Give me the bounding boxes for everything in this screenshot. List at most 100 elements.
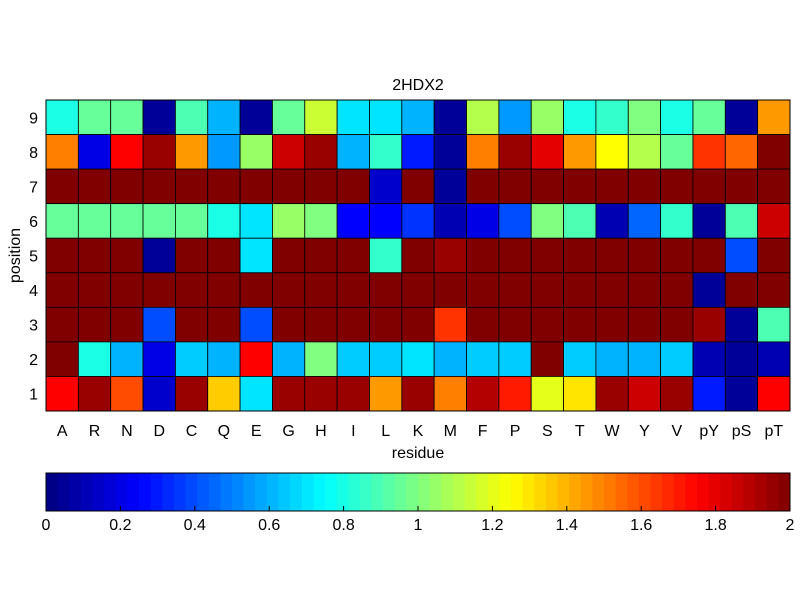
heatmap-cell-I-4 (336, 272, 370, 308)
heatmap-cell-N-5 (110, 237, 144, 274)
heatmap-cell-Q-3 (207, 306, 241, 343)
x-tick-label: H (315, 423, 327, 440)
heatmap-cell-pY-1 (692, 376, 726, 412)
heatmap-cell-D-3 (142, 306, 176, 343)
x-tick-label: D (153, 423, 165, 440)
heatmap-cell-V-5 (660, 237, 694, 274)
heatmap-cell-W-5 (595, 237, 629, 274)
heatmap-cell-H-6 (304, 203, 338, 239)
heatmap-cell-Y-9 (627, 99, 662, 135)
heatmap-cell-W-7 (595, 168, 629, 205)
heatmap-cell-K-5 (401, 237, 435, 274)
colorbar-tick-label: 0.6 (258, 517, 280, 534)
heatmap-cell-pT-9 (757, 99, 791, 135)
x-tick-label: P (510, 423, 521, 440)
heatmap-cell-Q-1 (207, 376, 241, 412)
colorbar-segment (243, 473, 256, 511)
heatmap-cell-pY-9 (692, 99, 726, 135)
x-tick-label: Y (639, 423, 650, 440)
heatmap-cell-K-6 (401, 203, 435, 239)
heatmap-cell-Y-2 (627, 341, 662, 377)
heatmap-cell-R-9 (77, 99, 112, 135)
heatmap-cell-D-4 (142, 272, 176, 308)
heatmap-cell-L-2 (369, 341, 403, 377)
heatmap-cell-E-6 (239, 203, 273, 239)
colorbar-segment (731, 473, 744, 511)
heatmap-cell-E-9 (239, 99, 273, 135)
colorbar-segment (499, 473, 512, 511)
heatmap-cell-C-8 (174, 134, 209, 170)
colorbar-segment (383, 473, 396, 511)
colorbar-segment (778, 473, 791, 511)
heatmap-cell-pT-1 (757, 376, 791, 412)
heatmap-cell-pS-8 (724, 134, 759, 170)
heatmap-cell-Q-2 (207, 341, 241, 377)
heatmap-cell-P-5 (498, 237, 532, 274)
heatmap-cell-C-9 (174, 99, 209, 135)
heatmap-cell-L-6 (369, 203, 403, 239)
heatmap-cell-G-4 (272, 272, 306, 308)
heatmap-cell-M-1 (433, 376, 467, 412)
colorbar-tick-label: 0 (42, 517, 51, 534)
colorbar-segment (69, 473, 82, 511)
heatmap-cell-Y-3 (627, 306, 662, 343)
heatmap-cell-L-7 (369, 168, 403, 205)
heatmap-cell-Y-6 (627, 203, 662, 239)
x-tick-label: E (251, 423, 262, 440)
colorbar-segment (278, 473, 291, 511)
heatmap-cell-E-1 (239, 376, 273, 412)
x-tick-label: Q (218, 423, 230, 440)
heatmap-cell-S-3 (530, 306, 564, 343)
heatmap-cell-V-9 (660, 99, 694, 135)
heatmap-cell-D-5 (142, 237, 176, 274)
heatmap-cell-G-8 (272, 134, 306, 170)
heatmap-cell-A-4 (45, 272, 79, 308)
heatmap-cell-H-5 (304, 237, 338, 274)
plot-border (45, 99, 791, 412)
colorbar-segment (301, 473, 314, 511)
heatmap-cell-R-1 (77, 376, 112, 412)
heatmap-cell-R-5 (77, 237, 112, 274)
heatmap-cell-D-8 (142, 134, 176, 170)
heatmap-cell-pT-2 (757, 341, 791, 377)
heatmap-cell-pY-5 (692, 237, 726, 274)
colorbar-segment (592, 473, 605, 511)
x-tick-label: F (478, 423, 488, 440)
colorbar-segment (220, 473, 233, 511)
x-tick-label: L (381, 423, 390, 440)
heatmap-cell-S-4 (530, 272, 564, 308)
heatmap-cell-A-1 (45, 376, 79, 412)
heatmap-cell-pY-7 (692, 168, 726, 205)
heatmap-cell-D-9 (142, 99, 176, 135)
heatmap-cell-I-1 (336, 376, 370, 412)
heatmap-cell-E-4 (239, 272, 273, 308)
heatmap-cell-H-1 (304, 376, 338, 412)
colorbar-tick-label: 1.4 (556, 517, 578, 534)
heatmap-cell-M-4 (433, 272, 467, 308)
colorbar-segment (720, 473, 733, 511)
y-tick-label: 9 (29, 110, 38, 127)
heatmap-cell-V-4 (660, 272, 694, 308)
heatmap-cell-V-6 (660, 203, 694, 239)
heatmap-cell-pS-3 (724, 306, 759, 343)
heatmap-cell-pS-2 (724, 341, 759, 377)
x-tick-label: G (282, 423, 294, 440)
heatmap-cell-N-6 (110, 203, 144, 239)
heatmap-cell-M-7 (433, 168, 467, 205)
x-tick-label: V (671, 423, 682, 440)
heatmap-cell-A-8 (45, 134, 79, 170)
colorbar-tick-label: 0.2 (109, 517, 131, 534)
heatmap-cell-Y-7 (627, 168, 662, 205)
heatmap-cell-M-9 (433, 99, 467, 135)
colorbar-segment (371, 473, 384, 511)
heatmap-cell-pT-6 (757, 203, 791, 239)
y-tick-label: 2 (29, 352, 38, 369)
heatmap-cell-K-7 (401, 168, 435, 205)
heatmap-cells (45, 99, 791, 412)
colorbar-segment (441, 473, 454, 511)
heatmap-cell-A-5 (45, 237, 79, 274)
heatmap-cell-pT-5 (757, 237, 791, 274)
heatmap-cell-C-5 (174, 237, 209, 274)
colorbar-tick-label: 1 (414, 517, 423, 534)
heatmap-cell-C-7 (174, 168, 209, 205)
